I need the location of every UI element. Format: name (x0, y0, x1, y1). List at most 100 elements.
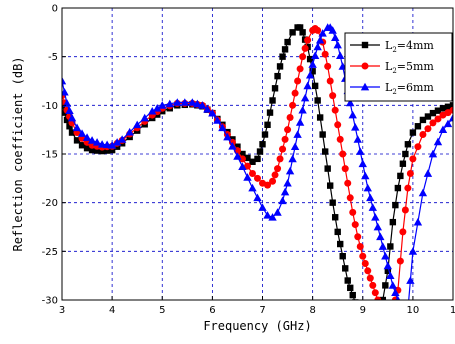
marker-triangle (97, 140, 107, 148)
marker-triangle (413, 217, 423, 226)
marker-triangle (82, 133, 92, 141)
marker-circle (361, 62, 369, 70)
marker-square (349, 291, 356, 299)
marker-triangle (303, 81, 312, 90)
y-tick-label: -20 (42, 198, 58, 209)
x-tick-label: 6 (209, 305, 215, 316)
marker-square (339, 253, 346, 260)
marker-triangle (391, 288, 400, 297)
marker-circle (379, 306, 386, 313)
legend-label-main: L (385, 60, 393, 73)
marker-circle (286, 114, 294, 121)
marker-triangle (153, 104, 162, 112)
marker-triangle (273, 208, 282, 216)
marker-triangle (346, 98, 355, 107)
marker-square (269, 97, 276, 104)
marker-square (429, 109, 437, 117)
marker-circle (354, 233, 362, 241)
x-tick-label: 3 (59, 305, 65, 316)
legend-label-main: L (385, 81, 393, 94)
series-3 (62, 23, 453, 300)
marker-square (234, 143, 241, 150)
marker-triangle (283, 179, 292, 187)
marker-triangle (62, 87, 69, 96)
marker-triangle (65, 106, 74, 115)
marker-square (63, 116, 71, 124)
marker-circle (271, 171, 279, 179)
marker-square (83, 144, 91, 152)
marker-square (424, 113, 432, 120)
marker-square (402, 150, 409, 158)
marker-circle (434, 115, 442, 123)
marker-circle (384, 306, 391, 313)
y-tick-label: -25 (42, 247, 58, 258)
marker-circle (356, 242, 364, 250)
marker-triangle (386, 271, 395, 280)
x-tick-label: 1 (450, 305, 455, 316)
marker-triangle (228, 142, 237, 150)
marker-square (434, 107, 442, 114)
marker-circle (289, 101, 297, 109)
marker-triangle (253, 193, 262, 202)
marker-triangle (278, 196, 287, 205)
marker-circle (281, 135, 289, 143)
marker-triangle (308, 60, 317, 68)
marker-square (347, 284, 354, 292)
axis-ticks: 3 4 5 6 7 8 9 10 10-5-10-15-20-25-30 (42, 4, 455, 317)
marker-square (449, 102, 453, 109)
marker-triangle (238, 162, 247, 171)
marker-circle (334, 121, 342, 129)
marker-circle (339, 150, 347, 158)
marker-circle (364, 267, 372, 275)
marker-triangle (148, 106, 157, 115)
marker-triangle (158, 101, 167, 109)
marker-triangle (376, 232, 385, 241)
marker-square (264, 121, 271, 128)
marker-triangle (180, 98, 190, 106)
marker-triangle (288, 154, 297, 163)
marker-triangle (406, 276, 415, 284)
marker-square (334, 228, 341, 236)
marker-circle (301, 44, 309, 52)
marker-triangle (173, 98, 182, 106)
legend-label-rest: =4mm (397, 39, 435, 52)
marker-circle (406, 169, 414, 177)
marker-square (239, 150, 246, 158)
marker-circle (291, 89, 299, 97)
marker-square (392, 201, 399, 209)
marker-square (314, 97, 321, 104)
marker-triangle (107, 141, 117, 149)
marker-square (254, 155, 261, 163)
marker-triangle (360, 82, 370, 91)
marker-triangle (290, 142, 300, 151)
marker-triangle (433, 137, 443, 146)
marker-square (244, 154, 251, 162)
marker-square (337, 240, 344, 248)
marker-triangle (67, 113, 77, 122)
y-tick-label: -15 (42, 150, 58, 161)
plot-series (62, 23, 453, 313)
marker-square (439, 105, 447, 112)
marker-circle (274, 165, 282, 173)
marker-square (370, 307, 376, 313)
marker-square (88, 146, 96, 154)
legend-label-main: L (385, 39, 393, 52)
marker-circle (346, 194, 354, 202)
marker-square (324, 165, 331, 172)
marker-circle (321, 50, 329, 58)
marker-triangle (203, 105, 212, 113)
marker-triangle (408, 247, 418, 255)
marker-square (394, 184, 402, 192)
marker-triangle (295, 118, 305, 126)
legend-label-rest: =5mm (397, 60, 435, 73)
marker-triangle (383, 261, 393, 270)
marker-triangle (443, 119, 453, 128)
marker-square (103, 147, 111, 154)
marker-triangle (117, 135, 127, 143)
marker-triangle (353, 135, 362, 143)
marker-triangle (102, 140, 112, 149)
marker-triangle (336, 51, 345, 60)
marker-square (309, 68, 316, 75)
marker-triangle (315, 35, 325, 44)
marker-triangle (378, 242, 388, 250)
